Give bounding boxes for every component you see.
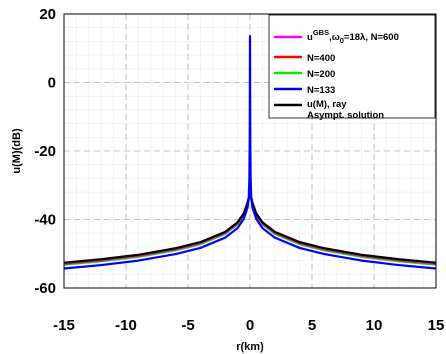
x-tick-label: 0 <box>246 317 254 334</box>
x-axis-label: r(km) <box>236 341 264 353</box>
y-tick-label: 20 <box>39 6 56 23</box>
y-tick-label: -40 <box>34 212 56 229</box>
x-tick-label: 10 <box>366 317 383 334</box>
series-line-5 <box>63 35 437 270</box>
legend: uGBS,ω0=18λ, N=600 N=400 N=200 N=133 u(M… <box>268 14 436 121</box>
y-tick-label: 0 <box>48 75 56 92</box>
x-tick-label: 15 <box>428 317 445 334</box>
y-tick-label: -20 <box>34 143 56 160</box>
x-tick-label: -10 <box>115 317 137 334</box>
y-tick-labels: 20 0 -20 -40 -60 <box>34 6 56 297</box>
legend-entry-1: uGBS,ω0=18λ, N=600 <box>307 28 399 45</box>
series-line-4 <box>63 192 437 264</box>
x-tick-label: -15 <box>53 317 75 334</box>
legend-entry-5: u(M), ray <box>307 99 347 110</box>
legend-swatches <box>274 35 302 107</box>
y-tick-label: -60 <box>34 280 56 297</box>
legend-box <box>268 14 436 119</box>
legend-entry-2: N=400 <box>307 53 335 64</box>
legend-entry-4: N=133 <box>307 85 335 96</box>
plot-frame <box>63 13 437 289</box>
x-tick-label: 5 <box>308 317 316 334</box>
legend-entry-6: Asympt. solution <box>307 110 384 121</box>
legend-entry-3: N=200 <box>307 69 335 80</box>
x-tick-label: -5 <box>181 317 194 334</box>
y-axis-label: u(M)(dB) <box>11 128 23 174</box>
series-layer <box>63 35 437 270</box>
x-tick-labels: -15 -10 -5 0 5 10 15 <box>53 317 444 334</box>
